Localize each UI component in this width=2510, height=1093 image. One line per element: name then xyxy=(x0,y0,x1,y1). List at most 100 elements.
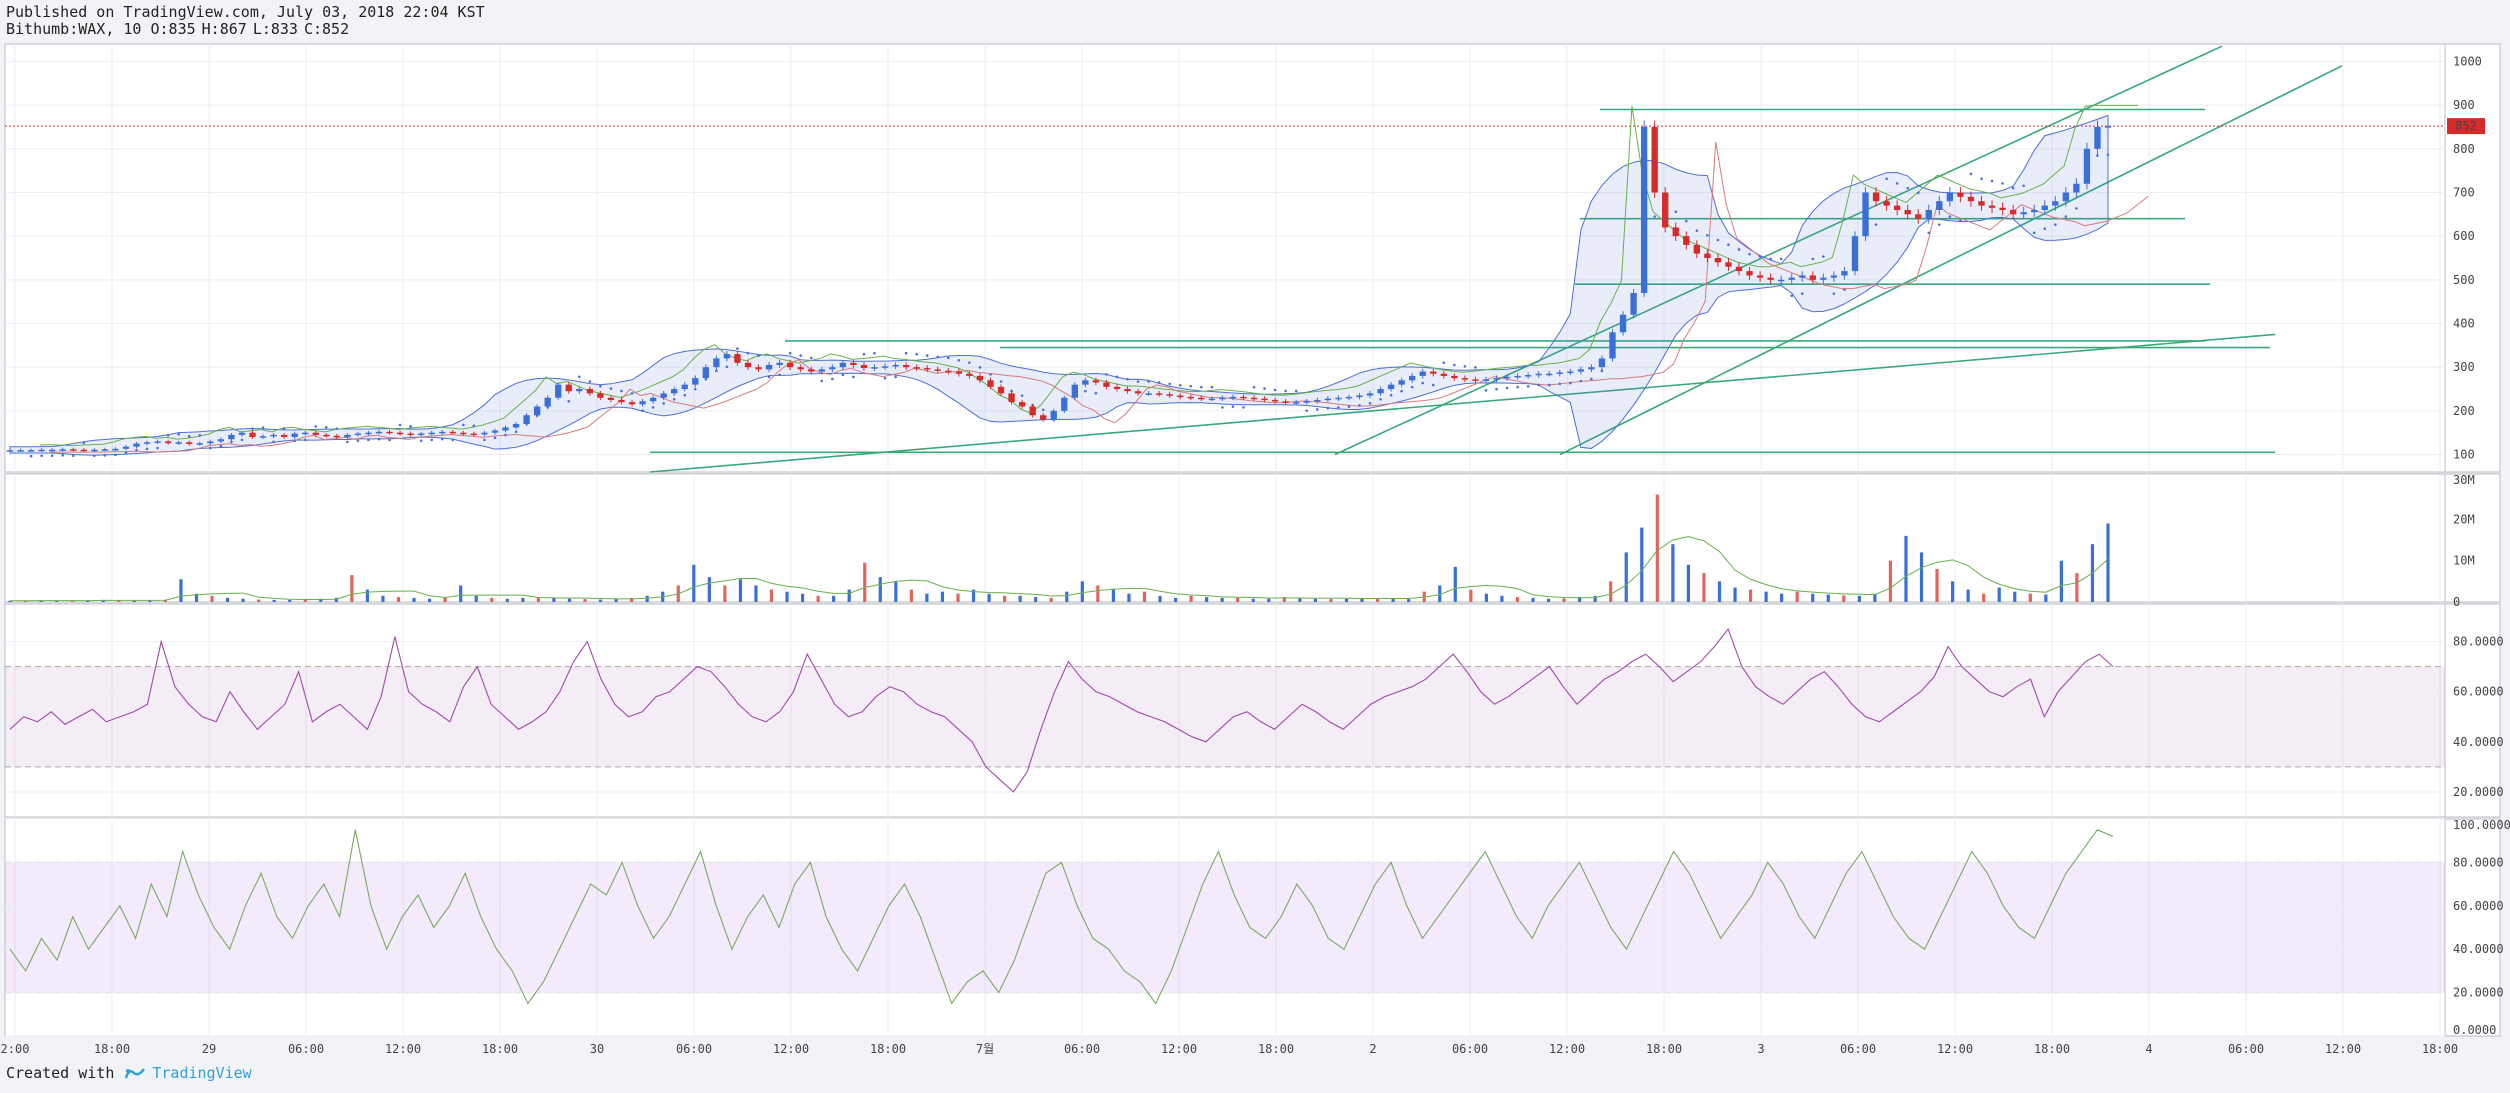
candle-body xyxy=(692,378,699,385)
volume-bar xyxy=(614,599,618,602)
candle-body xyxy=(1387,384,1395,390)
sar-dot xyxy=(1337,406,1340,409)
sar-dot xyxy=(1980,177,1983,180)
volume-bar xyxy=(925,593,929,602)
candle-body xyxy=(1145,393,1152,395)
candle-body xyxy=(860,365,868,369)
sar-dot xyxy=(852,375,855,379)
candle-body xyxy=(955,371,963,374)
ohlc-low: L:833 xyxy=(252,20,298,38)
sar-dot xyxy=(1674,210,1678,214)
candle-body xyxy=(1071,384,1078,398)
sar-dot xyxy=(419,439,423,443)
sar-dot xyxy=(725,365,729,369)
sar-dot xyxy=(1706,233,1709,237)
price-tick-label: 100 xyxy=(2453,448,2475,462)
sar-dot xyxy=(1041,408,1045,412)
candle-body xyxy=(291,433,298,438)
footer: Created with TradingView xyxy=(6,1064,252,1082)
candle-body xyxy=(512,423,520,428)
volume-bar xyxy=(521,597,525,602)
volume-bar xyxy=(1640,527,1644,602)
candle-body xyxy=(491,430,499,433)
stochastic-tick-label: 60.0000 xyxy=(2453,899,2504,913)
volume-bar xyxy=(132,600,136,602)
sar-dot xyxy=(1305,409,1309,412)
volume-bar xyxy=(39,600,43,602)
candle-body xyxy=(523,415,530,424)
candle-body xyxy=(428,432,435,435)
volume-tick-label: 20M xyxy=(2453,512,2475,526)
candle-body xyxy=(924,368,931,370)
volume-bar xyxy=(800,593,805,602)
time-axis-label: 06:00 xyxy=(2228,1042,2264,1056)
sar-dot xyxy=(1379,397,1382,401)
sar-dot xyxy=(1326,406,1330,410)
volume-bar xyxy=(1360,597,1364,602)
candle-body xyxy=(702,367,709,379)
candle-body xyxy=(91,449,98,452)
sar-dot xyxy=(1242,406,1245,409)
candle-body xyxy=(997,386,1005,394)
volume-bar xyxy=(1966,589,1970,602)
volume-bar xyxy=(1982,593,1986,602)
stochastic-tick-label: 0.0000 xyxy=(2453,1023,2496,1037)
sar-dot xyxy=(1832,292,1836,295)
volume-bar xyxy=(1391,598,1395,602)
price-tick-label: 700 xyxy=(2453,185,2475,199)
candle-body xyxy=(101,449,109,451)
rsi-tick-label: 60.0000 xyxy=(2453,685,2504,699)
candle-body xyxy=(945,370,952,373)
volume-bar xyxy=(2028,593,2032,602)
price-pane xyxy=(4,43,2501,473)
volume-bar xyxy=(785,591,789,602)
candle-body xyxy=(1693,244,1700,254)
sar-dot xyxy=(989,373,992,376)
sar-dot xyxy=(29,454,33,458)
candle-body xyxy=(133,443,140,447)
sar-dot xyxy=(1948,215,1952,218)
candle-body xyxy=(892,365,899,367)
sar-dot xyxy=(1421,381,1425,385)
candle-body xyxy=(1008,393,1015,403)
volume-bar xyxy=(1811,593,1815,602)
sar-dot xyxy=(1431,383,1435,387)
time-axis-label: 06:00 xyxy=(288,1042,324,1056)
candle-body xyxy=(375,431,383,434)
candle-body xyxy=(1366,393,1374,396)
sar-dot xyxy=(1347,405,1351,408)
candle-body xyxy=(1124,389,1131,392)
volume-bar xyxy=(769,589,774,602)
tradingview-link[interactable]: TradingView xyxy=(124,1064,252,1082)
sar-dot xyxy=(493,436,497,440)
sar-dot xyxy=(282,427,286,430)
candle-body xyxy=(1461,378,1469,380)
candle-body xyxy=(6,450,14,452)
volume-bar xyxy=(971,589,976,602)
last-price-badge xyxy=(2447,118,2485,135)
candle-body xyxy=(1345,396,1353,399)
volume-bar xyxy=(101,599,105,602)
candle-body xyxy=(1904,209,1911,215)
sar-dot xyxy=(915,352,918,356)
sar-dot xyxy=(2053,223,2057,226)
sar-dot xyxy=(156,446,159,450)
volume-ma-line xyxy=(10,536,2109,602)
volume-bar xyxy=(2059,560,2063,602)
candle-body xyxy=(755,367,762,370)
volume-bar xyxy=(1904,535,1908,602)
sar-dot xyxy=(1136,380,1140,383)
candle-body xyxy=(2009,209,2017,215)
sar-dot xyxy=(1157,381,1161,384)
sar-dot xyxy=(388,438,391,442)
sar-dot xyxy=(630,392,634,395)
ohlc-close: C:852 xyxy=(303,20,350,38)
price-tick-label: 500 xyxy=(2453,273,2475,287)
sar-dot xyxy=(2064,215,2068,218)
candle-body xyxy=(38,449,45,452)
volume-bar xyxy=(1655,494,1659,602)
volume-bar xyxy=(738,579,743,602)
sar-dot xyxy=(968,361,971,364)
volume-bar xyxy=(1407,599,1411,602)
